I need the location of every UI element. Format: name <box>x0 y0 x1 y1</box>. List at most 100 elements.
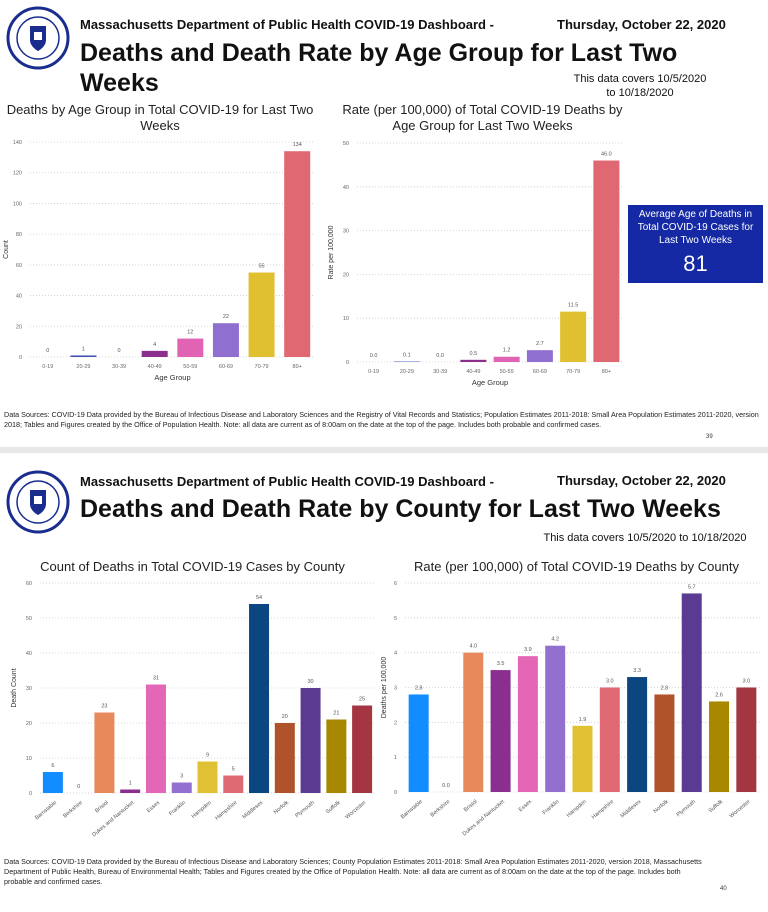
data-label: 0.0 <box>436 353 444 359</box>
data-label: 5.7 <box>688 584 696 590</box>
data-label: 2.8 <box>415 685 423 691</box>
x-tick-label: Hampshire <box>591 799 615 821</box>
data-label: 3.3 <box>633 668 641 674</box>
y-tick-label: 2 <box>394 720 397 726</box>
page-title: Deaths and Death Rate by Age Group for L… <box>80 39 678 97</box>
bar-50-59 <box>177 338 204 357</box>
x-tick-label: Worcester <box>344 800 367 821</box>
bar-franklin <box>171 782 192 793</box>
data-label: 3 <box>180 774 183 780</box>
age-deaths-bar-chart: 0 20 40 60 80 100 120 140 0 0-19 1 20-29 0 30-39 4 40-4… <box>3 140 315 382</box>
data-label: 3.5 <box>497 661 505 667</box>
bar-essex <box>145 684 166 793</box>
y-axis-label: Rate per 100,000 <box>328 225 335 279</box>
dph-seal-logo <box>6 6 70 75</box>
x-tick-label: Hampden <box>191 800 213 820</box>
y-tick-label: 0 <box>346 360 349 366</box>
data-sources-footnote: Data Sources: COVID-19 Data provided by … <box>4 857 702 886</box>
x-tick-label: Suffolk <box>708 799 725 815</box>
bar-norfolk <box>654 694 675 792</box>
x-tick-label: 40-49 <box>148 364 162 370</box>
data-coverage: This data covers 10/5/2020 to 10/18/2020 <box>543 532 747 544</box>
x-tick-label: Franklin <box>542 799 561 816</box>
data-label: 2.6 <box>715 692 723 698</box>
age-rate-bar-chart: 0 10 20 30 40 50 0.0 0-19 0.1 20-29 0.0 30-39 0.5 40-… <box>328 141 623 387</box>
data-label: 2.8 <box>661 685 669 691</box>
y-tick-label: 5 <box>394 616 397 622</box>
data-label: 0 <box>46 348 49 354</box>
bar-norfolk <box>274 723 295 793</box>
x-tick-label: 60-69 <box>533 369 547 375</box>
bar-hampden <box>197 761 218 793</box>
x-tick-label: Plymouth <box>676 799 697 818</box>
y-tick-label: 60 <box>26 581 32 587</box>
data-label: 4.2 <box>551 637 559 643</box>
data-sources-footnote: Data Sources: COVID-19 Data provided by … <box>4 410 759 429</box>
y-tick-label: 0 <box>394 790 397 796</box>
data-label: 1 <box>129 781 132 787</box>
average-age-box: Average Age of Deaths in Total COVID-19 … <box>628 205 763 283</box>
x-tick-label: 80+ <box>602 369 611 375</box>
x-tick-label: 20-29 <box>400 369 414 375</box>
y-tick-label: 20 <box>16 324 22 330</box>
data-label: 54 <box>256 595 262 601</box>
data-coverage: This data covers 10/5/2020 to 10/18/2020 <box>573 73 707 99</box>
bar-middlesex <box>627 677 648 792</box>
dph-seal-logo <box>6 470 70 539</box>
data-label: 3.0 <box>743 679 751 685</box>
data-label: 9 <box>206 753 209 759</box>
page-number: 39 <box>706 434 713 440</box>
x-tick-label: Norfolk <box>653 799 670 815</box>
chart-title: Rate (per 100,000) of Total COVID-19 Dea… <box>414 559 739 574</box>
data-label: 11.5 <box>568 303 578 309</box>
y-tick-label: 140 <box>13 140 22 146</box>
x-tick-label: Middlesex <box>620 799 643 820</box>
data-label: 12 <box>187 330 193 336</box>
x-tick-label: 50-59 <box>500 369 514 375</box>
data-label: 23 <box>101 704 107 710</box>
y-tick-label: 40 <box>26 651 32 657</box>
bar-barnstable <box>42 772 63 793</box>
y-tick-label: 0 <box>19 355 22 361</box>
data-label: 0 <box>77 784 80 790</box>
dashboard-header: Massachusetts Department of Public Healt… <box>80 17 494 32</box>
bar-dukes-and-nantucket <box>120 789 141 793</box>
data-label: 20 <box>282 714 288 720</box>
x-axis-label: Age Group <box>154 373 190 382</box>
x-tick-label: Bristol <box>94 800 110 814</box>
y-tick-label: 50 <box>26 616 32 622</box>
bar-plymouth <box>681 593 702 792</box>
bar-bristol <box>94 712 115 793</box>
report-date: Thursday, October 22, 2020 <box>557 17 726 32</box>
bar-60-69 <box>212 323 239 357</box>
x-tick-label: Norfolk <box>273 800 290 816</box>
x-tick-label: 30-39 <box>433 369 447 375</box>
y-tick-label: 40 <box>16 294 22 300</box>
data-label: 1.9 <box>579 717 587 723</box>
x-tick-label: Middlesex <box>241 800 264 821</box>
county-rate-bar-chart: 0 1 2 3 4 5 6 2.8 Barnstable 0.0 Berkshire 4.0 Brist… <box>381 581 760 837</box>
x-tick-label: 40-49 <box>466 369 480 375</box>
y-axis-label: Deaths per 100,000 <box>381 657 388 719</box>
bar-hampshire <box>223 775 244 793</box>
y-tick-label: 60 <box>16 263 22 269</box>
y-tick-label: 30 <box>343 229 349 235</box>
y-tick-label: 30 <box>26 686 32 692</box>
page-divider <box>0 447 768 453</box>
bar-hampshire <box>599 687 620 792</box>
bar-plymouth <box>300 688 321 793</box>
chart-title: Rate (per 100,000) of Total COVID-19 Dea… <box>342 102 623 133</box>
x-tick-label: Hampshire <box>214 800 238 822</box>
y-tick-label: 50 <box>343 141 349 147</box>
page-title: Deaths and Death Rate by County for Last… <box>80 495 721 523</box>
y-tick-label: 20 <box>343 272 349 278</box>
bar-20-29 <box>70 355 97 357</box>
bar-middlesex <box>249 604 270 793</box>
y-axis-label: Count <box>3 240 10 259</box>
bar-60-69 <box>526 350 553 362</box>
x-tick-label: 60-69 <box>219 364 233 370</box>
data-label: 2.7 <box>536 341 544 347</box>
bar-suffolk <box>326 719 347 793</box>
y-tick-label: 80 <box>16 232 22 238</box>
bar-essex <box>517 656 538 792</box>
